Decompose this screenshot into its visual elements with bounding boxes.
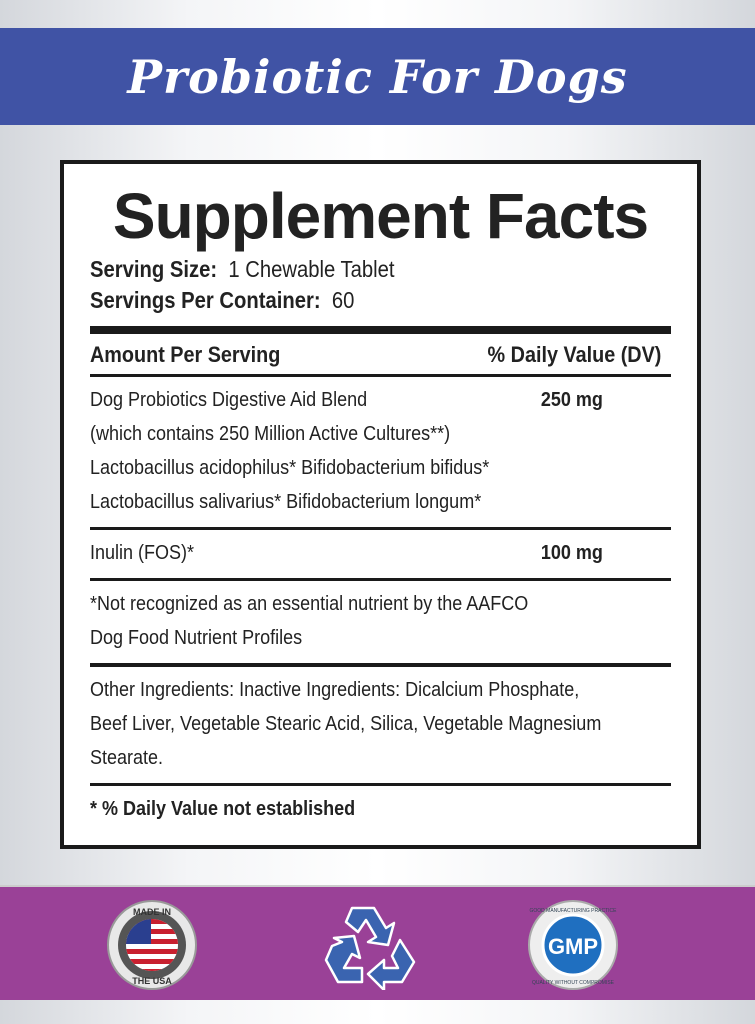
divider — [90, 326, 671, 334]
inulin-row: Inulin (FOS)* 100 mg — [90, 530, 670, 578]
recycle-icon — [324, 906, 416, 990]
divider — [90, 663, 671, 667]
divider — [90, 527, 671, 530]
inulin-amount: 100 mg — [540, 542, 603, 564]
svg-text:THE USA: THE USA — [132, 976, 172, 986]
product-title: Probiotic For Dogs — [127, 49, 628, 104]
divider — [90, 578, 671, 581]
other-ingredients: Other Ingredients: Inactive Ingredients:… — [90, 679, 602, 769]
gmp-icon: GMP GOOD MANUFACTURING PRACTICE QUALITY … — [528, 900, 618, 990]
badge-banner: MADE IN THE USA GMP GOOD MANUFACTURING P… — [0, 885, 755, 1000]
title-banner: Probiotic For Dogs — [0, 28, 755, 125]
footnote: * % Daily Value not established — [90, 798, 356, 820]
column-header: Amount Per Serving% Daily Value (DV) — [90, 342, 662, 367]
svg-text:MADE IN: MADE IN — [133, 907, 171, 917]
aafco-note: *Not recognized as an essential nutrient… — [90, 593, 529, 649]
divider — [90, 783, 671, 786]
svg-text:GOOD MANUFACTURING PRACTICE: GOOD MANUFACTURING PRACTICE — [530, 908, 618, 914]
servings-per-container: Servings Per Container: 60 — [90, 287, 355, 313]
made-in-usa-icon: MADE IN THE USA — [107, 900, 197, 990]
svg-text:QUALITY WITHOUT COMPROMISE: QUALITY WITHOUT COMPROMISE — [532, 980, 615, 986]
svg-text:GMP: GMP — [548, 934, 598, 959]
serving-size: Serving Size: 1 Chewable Tablet — [90, 256, 395, 282]
supplement-facts-panel: Supplement Facts Serving Size: 1 Chewabl… — [60, 160, 701, 849]
blend-row: Dog Probiotics Digestive Aid Blend (which… — [90, 377, 670, 527]
blend-amount: 250 mg — [540, 389, 603, 411]
divider — [90, 374, 671, 377]
facts-heading: Supplement Facts — [112, 180, 649, 252]
